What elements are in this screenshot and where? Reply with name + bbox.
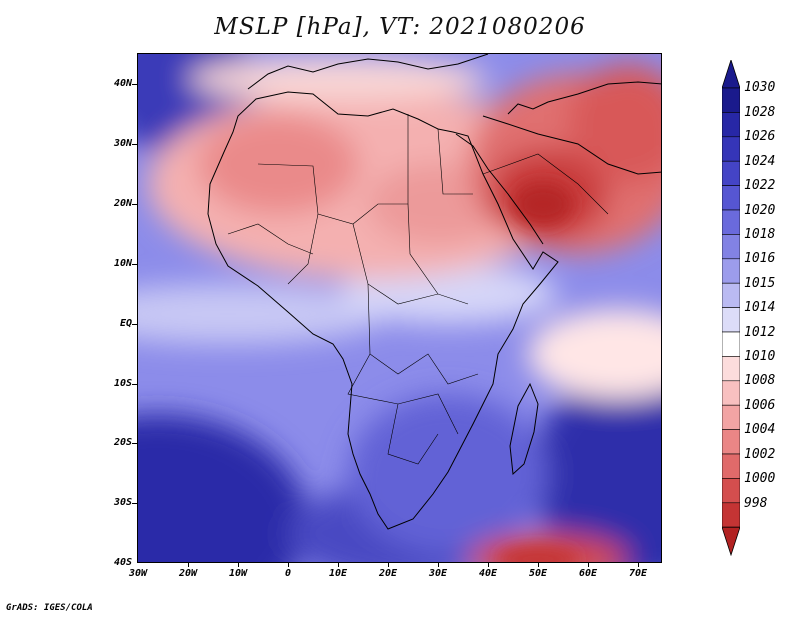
colorbar-label: 1024: [744, 154, 776, 169]
lat-label-30n: 30N: [113, 138, 132, 149]
lon-tick: [388, 563, 389, 567]
lat-label-40s: 40S: [113, 557, 132, 568]
colorbar-segment: [722, 331, 740, 357]
colorbar-label: 1014: [744, 300, 776, 315]
colorbar-segment: [722, 234, 740, 260]
colorbar-label: 1020: [744, 203, 776, 218]
colorbar-label: 1006: [744, 398, 776, 413]
colorbar-segment: [722, 282, 740, 308]
colorbar-label: 1000: [744, 471, 776, 486]
indian-ocean-high: [533, 364, 661, 562]
colorbar-segment: [722, 380, 740, 406]
colorbar-bottom-arrow: [722, 526, 740, 556]
lat-tick: [132, 84, 137, 85]
lon-tick: [538, 563, 539, 567]
lat-label-30s: 30S: [113, 497, 132, 508]
pressure-map: [137, 53, 662, 563]
colorbar-top-arrow: [722, 60, 740, 89]
coastlines: [207, 54, 661, 530]
lat-label-10n: 10N: [113, 258, 132, 269]
lon-tick: [438, 563, 439, 567]
colorbar-label: 998: [744, 496, 768, 511]
lon-label-20e: 20E: [378, 568, 398, 579]
lat-label-10s: 10S: [113, 378, 132, 389]
lon-label-10e: 10E: [328, 568, 348, 579]
lat-label-eq: EQ: [119, 318, 132, 329]
lon-label-70e: 70E: [628, 568, 648, 579]
lon-label-40e: 40E: [478, 568, 498, 579]
credit-text: GrADS: IGES/COLA: [6, 603, 93, 613]
lon-label-60e: 60E: [578, 568, 598, 579]
lat-tick: [132, 443, 137, 444]
colorbar-label: 1028: [744, 105, 776, 120]
pressure-field: [138, 54, 661, 562]
colorbar: [722, 60, 740, 556]
colorbar-segment: [722, 209, 740, 235]
lon-tick: [338, 563, 339, 567]
colorbar-label: 1004: [744, 422, 776, 437]
lon-label-10w: 10W: [228, 568, 248, 579]
colorbar-segment: [722, 185, 740, 211]
colorbar-label: 1002: [744, 447, 776, 462]
colorbar-label: 1026: [744, 129, 776, 144]
lat-label-40n: 40N: [113, 78, 132, 89]
lon-tick: [238, 563, 239, 567]
lat-tick: [132, 384, 137, 385]
lon-label-50e: 50E: [528, 568, 548, 579]
colorbar-segment: [722, 160, 740, 186]
colorbar-segment: [722, 136, 740, 162]
colorbar-segment: [722, 112, 740, 138]
lat-tick: [132, 144, 137, 145]
lon-label-30w: 30W: [128, 568, 148, 579]
lon-tick: [188, 563, 189, 567]
colorbar-label: 1030: [744, 80, 776, 95]
lon-tick: [288, 563, 289, 567]
lon-label-20w: 20W: [178, 568, 198, 579]
south-atlantic-high: [138, 414, 308, 562]
colorbar-label: 1016: [744, 251, 776, 266]
lat-label-20s: 20S: [113, 437, 132, 448]
colorbar-label: 1022: [744, 178, 776, 193]
colorbar-segment: [722, 453, 740, 479]
lat-tick: [132, 324, 137, 325]
colorbar-label: 1008: [744, 373, 776, 388]
lon-label-30e: 30E: [428, 568, 448, 579]
lat-label-20n: 20N: [113, 198, 132, 209]
lon-label-0: 0: [284, 568, 292, 579]
lat-tick: [132, 204, 137, 205]
colorbar-label: 1012: [744, 325, 776, 340]
chart-title: MSLP [hPa], VT: 2021080206: [214, 14, 586, 40]
colorbar-label: 1010: [744, 349, 776, 364]
colorbar-segment: [722, 478, 740, 504]
colorbar-segment: [722, 429, 740, 455]
colorbar-segment: [722, 87, 740, 113]
madagascar: [509, 382, 539, 476]
lon-tick: [488, 563, 489, 567]
lat-tick: [132, 264, 137, 265]
country-borders: [227, 114, 609, 465]
colorbar-segment: [722, 502, 740, 528]
colorbar-segment: [722, 258, 740, 284]
colorbar-segment: [722, 404, 740, 430]
lat-tick: [132, 503, 137, 504]
colorbar-label: 1015: [744, 276, 776, 291]
colorbar-label: 1018: [744, 227, 776, 242]
colorbar-segment: [722, 356, 740, 382]
lon-tick: [588, 563, 589, 567]
colorbar-segment: [722, 307, 740, 333]
lon-tick: [638, 563, 639, 567]
